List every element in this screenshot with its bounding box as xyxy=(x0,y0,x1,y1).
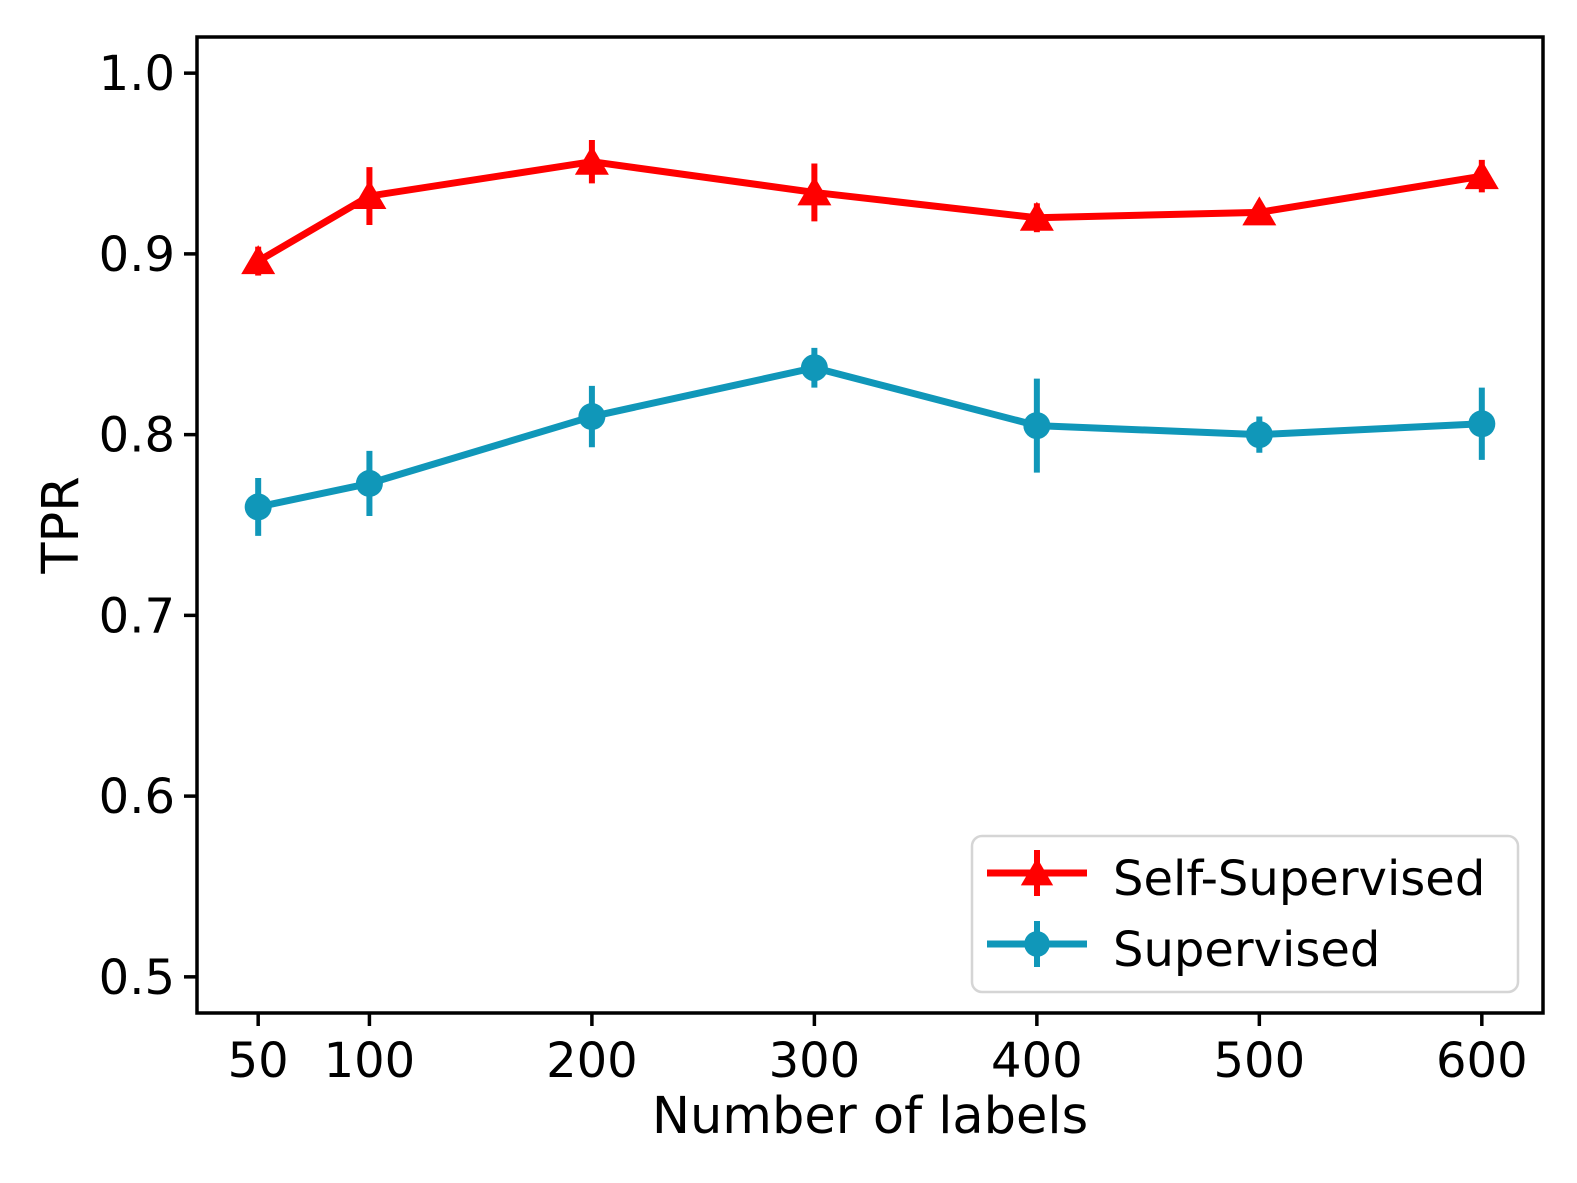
x-axis-title: Number of labels xyxy=(652,1087,1088,1146)
x-tick-label: 100 xyxy=(324,1033,416,1089)
x-axis: 50 100 200 300 400 500 600 xyxy=(228,1013,1528,1089)
y-axis-title: TPR xyxy=(32,476,91,574)
x-tick-label: 500 xyxy=(1214,1033,1306,1089)
triangle-marker xyxy=(1019,201,1054,231)
circle-marker xyxy=(244,493,272,521)
x-tick-label: 300 xyxy=(769,1033,861,1089)
x-tick-label: 50 xyxy=(228,1033,289,1089)
y-axis: 0.5 0.6 0.7 0.8 0.9 1.0 xyxy=(99,46,197,1006)
triangle-marker xyxy=(1242,196,1277,226)
circle-marker xyxy=(800,354,828,382)
y-tick-label: 0.9 xyxy=(99,227,175,283)
series-self-supervised xyxy=(241,140,1499,276)
legend-label: Supervised xyxy=(1113,922,1380,978)
circle-marker xyxy=(1023,412,1051,440)
circle-marker xyxy=(355,469,383,497)
series-supervised xyxy=(244,347,1496,536)
x-tick-label: 400 xyxy=(991,1033,1083,1089)
y-tick-label: 0.8 xyxy=(99,408,175,464)
triangle-marker xyxy=(574,145,609,175)
series-line xyxy=(256,158,1483,265)
triangle-marker xyxy=(797,176,832,206)
triangle-marker xyxy=(241,245,276,275)
triangle-marker xyxy=(1020,857,1054,886)
y-tick-label: 1.0 xyxy=(99,46,175,102)
y-tick-label: 0.5 xyxy=(99,950,175,1006)
triangle-marker xyxy=(352,180,387,210)
circle-marker xyxy=(1468,410,1496,438)
legend-label: Self-Supervised xyxy=(1113,851,1485,907)
x-tick-label: 600 xyxy=(1436,1033,1528,1089)
y-tick-label: 0.6 xyxy=(99,769,175,825)
legend-box xyxy=(970,834,1520,994)
x-tick-label: 200 xyxy=(546,1033,638,1089)
circle-marker xyxy=(578,403,606,431)
y-tick-label: 0.7 xyxy=(99,588,175,644)
plot-spines xyxy=(195,35,1545,1015)
circle-marker xyxy=(1024,931,1050,957)
triangle-marker xyxy=(1464,160,1499,190)
series-line xyxy=(257,364,1482,511)
circle-marker xyxy=(1245,421,1273,449)
legend: Self-Supervised Supervised xyxy=(970,834,1520,994)
